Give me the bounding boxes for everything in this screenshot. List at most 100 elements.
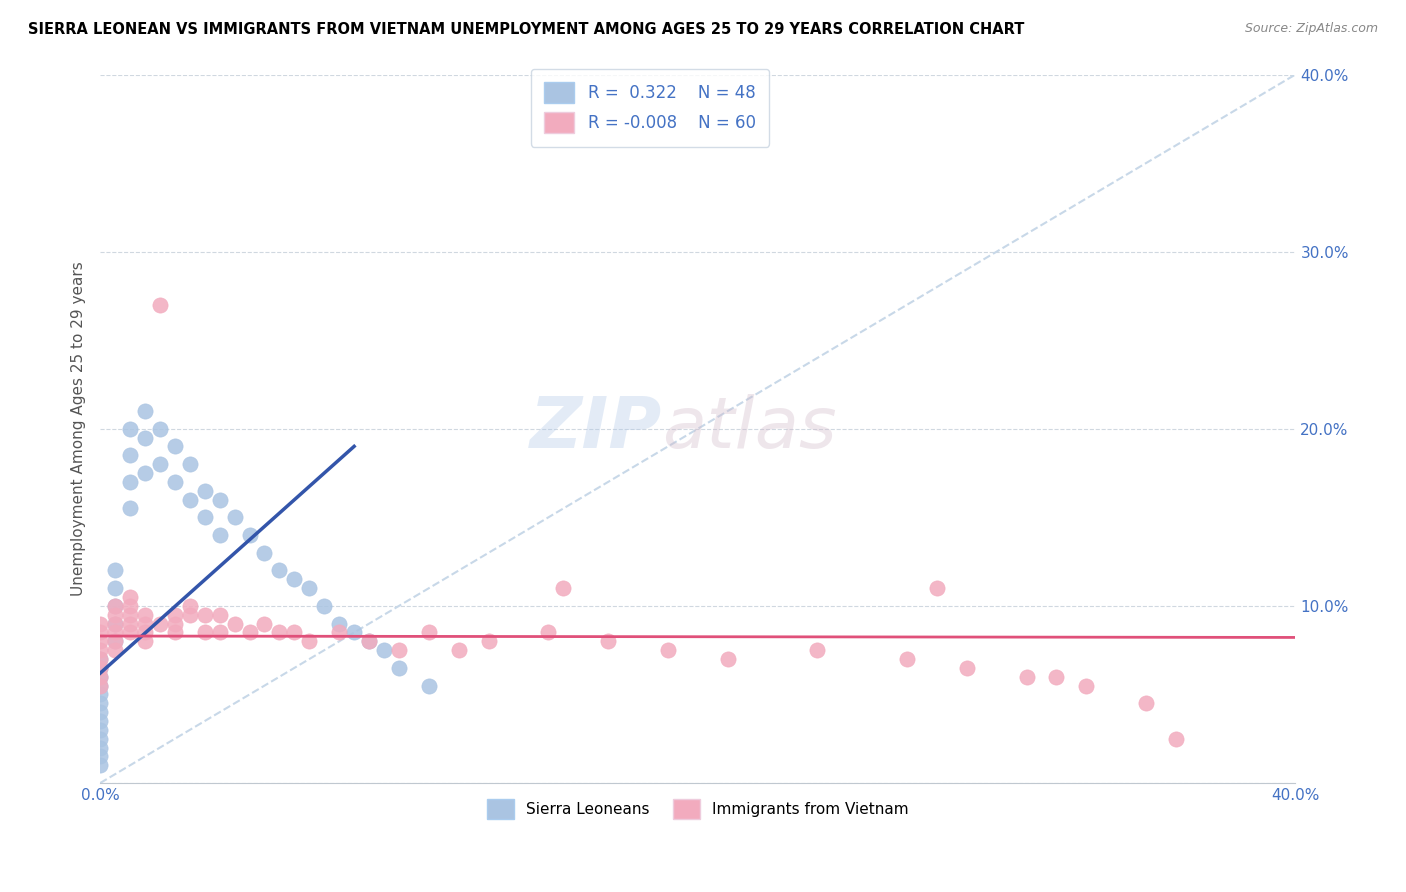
Point: [89, 758, 111, 772]
Point: [179, 599, 201, 613]
Point: [283, 572, 305, 586]
Point: [89, 749, 111, 764]
Point: [343, 625, 366, 640]
Point: [163, 625, 186, 640]
Point: [238, 528, 260, 542]
Point: [104, 643, 127, 657]
Point: [208, 492, 231, 507]
Text: SIERRA LEONEAN VS IMMIGRANTS FROM VIETNAM UNEMPLOYMENT AMONG AGES 25 TO 29 YEARS: SIERRA LEONEAN VS IMMIGRANTS FROM VIETNA…: [28, 22, 1025, 37]
Point: [208, 625, 231, 640]
Point: [118, 475, 141, 489]
Point: [253, 546, 276, 560]
Point: [896, 652, 918, 666]
Point: [224, 510, 246, 524]
Point: [89, 714, 111, 728]
Point: [118, 625, 141, 640]
Point: [598, 634, 620, 648]
Point: [104, 634, 127, 648]
Point: [373, 643, 395, 657]
Point: [163, 440, 186, 454]
Point: [553, 581, 575, 595]
Point: [283, 625, 305, 640]
Point: [89, 679, 111, 693]
Text: Source: ZipAtlas.com: Source: ZipAtlas.com: [1244, 22, 1378, 36]
Point: [328, 616, 350, 631]
Point: [149, 422, 172, 436]
Point: [89, 696, 111, 710]
Point: [253, 616, 276, 631]
Point: [134, 431, 156, 445]
Point: [194, 483, 217, 498]
Point: [89, 679, 111, 693]
Point: [238, 625, 260, 640]
Point: [89, 616, 111, 631]
Point: [418, 679, 440, 693]
Point: [134, 625, 156, 640]
Point: [149, 457, 172, 471]
Point: [89, 661, 111, 675]
Text: ZIP: ZIP: [530, 394, 662, 463]
Point: [89, 670, 111, 684]
Point: [89, 705, 111, 719]
Point: [104, 564, 127, 578]
Point: [1045, 670, 1067, 684]
Point: [134, 607, 156, 622]
Point: [118, 607, 141, 622]
Point: [134, 634, 156, 648]
Point: [179, 607, 201, 622]
Point: [194, 607, 217, 622]
Y-axis label: Unemployment Among Ages 25 to 29 years: Unemployment Among Ages 25 to 29 years: [72, 261, 86, 596]
Point: [149, 616, 172, 631]
Point: [118, 590, 141, 604]
Point: [134, 404, 156, 418]
Point: [1164, 731, 1187, 746]
Point: [89, 670, 111, 684]
Point: [134, 616, 156, 631]
Point: [104, 634, 127, 648]
Point: [1015, 670, 1038, 684]
Point: [657, 643, 679, 657]
Point: [118, 616, 141, 631]
Point: [478, 634, 501, 648]
Point: [208, 607, 231, 622]
Point: [179, 492, 201, 507]
Point: [388, 661, 411, 675]
Point: [717, 652, 740, 666]
Point: [149, 298, 172, 312]
Point: [104, 599, 127, 613]
Point: [104, 599, 127, 613]
Point: [537, 625, 560, 640]
Point: [89, 625, 111, 640]
Point: [118, 599, 141, 613]
Point: [269, 564, 291, 578]
Point: [89, 688, 111, 702]
Point: [89, 740, 111, 755]
Point: [925, 581, 948, 595]
Point: [298, 581, 321, 595]
Point: [328, 625, 350, 640]
Point: [194, 625, 217, 640]
Point: [104, 616, 127, 631]
Point: [163, 607, 186, 622]
Text: atlas: atlas: [662, 394, 837, 463]
Point: [1076, 679, 1098, 693]
Point: [104, 625, 127, 640]
Point: [163, 616, 186, 631]
Point: [806, 643, 828, 657]
Point: [163, 475, 186, 489]
Point: [194, 510, 217, 524]
Legend: Sierra Leoneans, Immigrants from Vietnam: Sierra Leoneans, Immigrants from Vietnam: [481, 793, 915, 825]
Point: [89, 634, 111, 648]
Point: [89, 661, 111, 675]
Point: [104, 616, 127, 631]
Point: [388, 643, 411, 657]
Point: [104, 607, 127, 622]
Point: [314, 599, 336, 613]
Point: [89, 652, 111, 666]
Point: [359, 634, 381, 648]
Point: [89, 723, 111, 737]
Point: [118, 422, 141, 436]
Point: [179, 457, 201, 471]
Point: [418, 625, 440, 640]
Point: [224, 616, 246, 631]
